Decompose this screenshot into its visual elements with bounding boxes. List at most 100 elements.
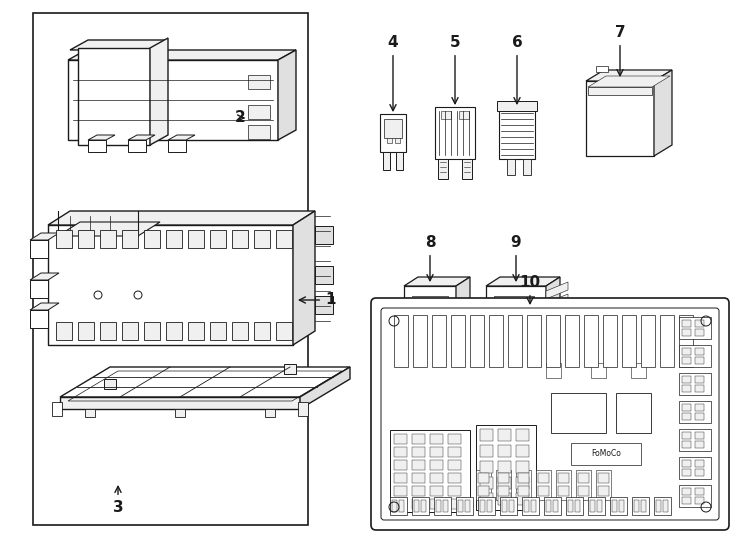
Bar [641, 315, 655, 367]
Bar [390, 430, 470, 512]
Bar [100, 230, 116, 248]
Bar [682, 497, 691, 504]
Bar [248, 75, 270, 89]
Polygon shape [128, 140, 146, 152]
Bar [695, 469, 704, 476]
Bar [516, 470, 531, 500]
Bar [498, 477, 511, 489]
Bar [438, 159, 448, 179]
Bar [394, 499, 407, 509]
Bar [679, 373, 711, 395]
Bar [175, 409, 185, 417]
Bar [619, 500, 624, 512]
Bar [412, 460, 425, 470]
Bar [507, 159, 515, 175]
Bar [412, 296, 448, 318]
Text: 10: 10 [520, 275, 540, 303]
Bar [663, 500, 668, 512]
Bar [498, 473, 509, 483]
Bar [412, 447, 425, 457]
Bar [660, 315, 674, 367]
Polygon shape [88, 135, 115, 140]
Bar [232, 230, 248, 248]
Bar [682, 348, 691, 355]
Polygon shape [70, 40, 168, 50]
Bar [188, 230, 204, 248]
Bar [496, 470, 511, 500]
Bar [144, 322, 160, 340]
Bar [695, 460, 704, 467]
Polygon shape [60, 397, 300, 409]
Polygon shape [586, 81, 654, 156]
Bar [518, 486, 529, 496]
Bar [656, 500, 661, 512]
Bar [448, 434, 461, 444]
Polygon shape [486, 277, 560, 286]
Bar [497, 101, 537, 111]
Bar [248, 105, 270, 119]
Bar [448, 486, 461, 496]
Bar [679, 429, 711, 451]
Bar [433, 354, 439, 368]
Bar [568, 500, 573, 512]
Bar [443, 354, 449, 368]
Bar [565, 315, 579, 367]
Bar [232, 322, 248, 340]
Bar [380, 114, 406, 152]
Polygon shape [30, 303, 59, 310]
Bar [480, 500, 485, 512]
Polygon shape [404, 277, 470, 286]
Text: 1: 1 [299, 293, 335, 307]
Bar [166, 322, 182, 340]
Bar [695, 432, 704, 439]
Bar [480, 429, 493, 441]
Bar [682, 376, 691, 383]
Bar [508, 315, 522, 367]
Polygon shape [300, 367, 350, 409]
Polygon shape [168, 140, 186, 152]
Bar [584, 315, 598, 367]
Bar [383, 152, 390, 170]
Polygon shape [168, 135, 195, 140]
Polygon shape [588, 76, 670, 87]
Text: 5: 5 [450, 35, 460, 104]
Bar [603, 315, 617, 367]
Bar [394, 447, 407, 457]
Text: 9: 9 [511, 235, 521, 281]
Bar [458, 500, 463, 512]
Bar [430, 460, 443, 470]
Bar [596, 470, 611, 500]
Bar [536, 470, 551, 500]
Bar [553, 500, 558, 512]
Bar [412, 486, 425, 496]
Bar [695, 497, 704, 504]
Bar [695, 329, 704, 336]
Bar [248, 125, 270, 139]
Bar [412, 497, 429, 515]
Bar [531, 500, 536, 512]
Bar [384, 119, 402, 138]
Bar [524, 500, 529, 512]
Bar [695, 348, 704, 355]
Bar [498, 461, 511, 473]
Bar [56, 322, 72, 340]
Bar [527, 315, 541, 367]
Bar [451, 315, 465, 367]
Bar [498, 493, 511, 505]
Polygon shape [546, 306, 568, 323]
Bar [100, 322, 116, 340]
Polygon shape [315, 226, 333, 244]
Bar [432, 315, 446, 367]
Bar [412, 473, 425, 483]
Bar [434, 497, 451, 515]
Bar [576, 470, 591, 500]
Bar [409, 354, 415, 368]
Bar [498, 429, 511, 441]
Bar [462, 159, 472, 179]
Bar [476, 425, 536, 510]
Bar [571, 443, 641, 465]
Bar [632, 497, 649, 515]
Bar [494, 296, 534, 318]
Bar [412, 499, 425, 509]
Bar [523, 159, 531, 175]
